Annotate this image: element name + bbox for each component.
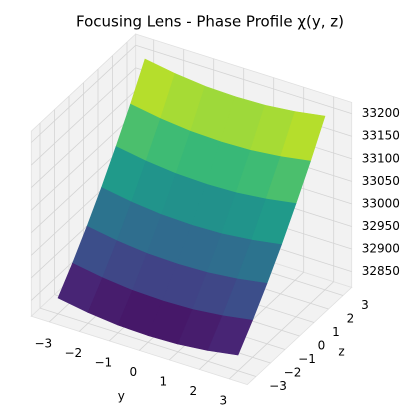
grid-line [31,90,136,188]
y-tick-label: 3 [361,298,369,312]
y-tick-label: 0 [318,339,326,353]
x-tick-label: −3 [34,336,52,350]
z-tick-label: 33100 [362,151,400,165]
z-tick-label: 33050 [362,174,400,188]
x-tick-label: 0 [129,365,137,379]
x-tick-label: 2 [189,384,197,398]
x-axis-label: y [118,389,125,403]
z-tick-label: 32950 [362,219,400,233]
z-tick-label: 32900 [362,242,400,256]
chart-title: Focusing Lens - Phase Profile χ(y, z) [76,13,344,31]
y-tick-label: −2 [284,366,302,380]
grid-line [31,44,136,143]
y-tick-label: 1 [332,325,340,339]
y-tick-label: 2 [347,312,355,326]
x-tick-label: −2 [64,346,82,360]
y-tick-label: −3 [269,379,287,393]
y-axis-label: z [338,345,344,359]
x-tick-label: −1 [94,355,112,369]
z-tick-label: 33000 [362,196,400,210]
grid-line [39,307,257,377]
z-tick-label: 33200 [362,106,400,120]
grid-line [135,44,352,115]
grid-line [31,112,136,211]
grid-line [31,67,136,166]
z-tick-label: 32850 [362,264,400,278]
x-tick-label: 3 [219,393,227,407]
x-tick-label: 1 [159,374,167,388]
y-tick-label: −1 [298,352,316,366]
z-tick-label: 33150 [362,129,400,143]
surface-face [207,315,253,356]
